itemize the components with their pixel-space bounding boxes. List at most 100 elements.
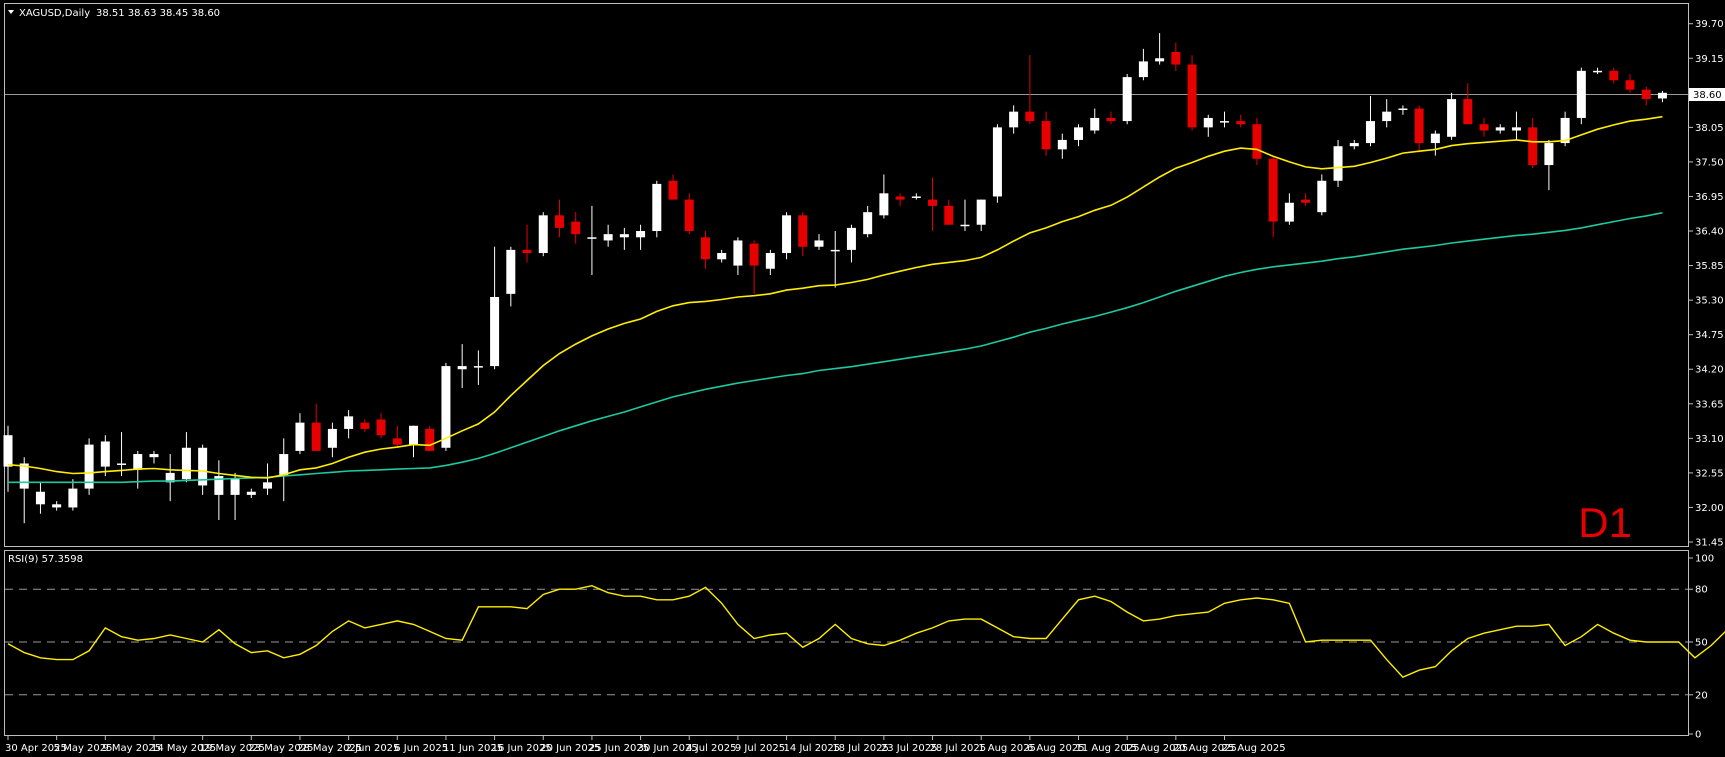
candle-body (636, 231, 646, 238)
candle (733, 237, 743, 275)
rsi-level-lines (5, 588, 1688, 696)
candle (782, 212, 792, 260)
candle-body (1187, 64, 1197, 128)
candle-body (1560, 117, 1570, 144)
candle (1041, 111, 1051, 156)
candle (1349, 139, 1359, 150)
candle (960, 199, 970, 232)
candle (214, 460, 224, 521)
candle (571, 212, 581, 244)
candle (700, 231, 710, 269)
candle-body (1009, 111, 1019, 128)
candle-body (846, 227, 856, 250)
time-tick-label: 28 Jul 2025 (930, 743, 987, 754)
candle-body (960, 224, 970, 227)
ohlc-label: 38.51 38.63 38.45 38.60 (96, 8, 220, 19)
price-tick-label: 31.45 (1695, 538, 1724, 549)
candlestick-series (3, 33, 1667, 524)
candle-body (733, 240, 743, 266)
candle-body (522, 249, 532, 254)
candle (1625, 73, 1635, 93)
candle (717, 249, 727, 263)
candle-body (619, 234, 629, 238)
price-pane[interactable]: XAGUSD,Daily 38.51 38.63 38.45 38.60 D1 (3, 3, 1689, 547)
candle (1382, 99, 1392, 128)
price-tick-label: 37.50 (1695, 157, 1724, 168)
current-price-tag: 38.60 (1689, 88, 1725, 101)
rsi-header-label: RSI(9) 57.3598 (8, 554, 83, 565)
candle-body (279, 454, 289, 477)
candle-body (473, 366, 483, 368)
candle-body (1236, 121, 1246, 125)
candle (149, 450, 159, 464)
time-tick-label: 20 Aug 2025 (1173, 743, 1237, 754)
time-tick-label: 4 Jul 2025 (686, 743, 736, 754)
candle (1122, 73, 1132, 125)
candle-body (1657, 92, 1667, 99)
candle-body (214, 476, 224, 495)
candle-body (700, 237, 710, 260)
candle (1317, 174, 1327, 216)
time-tick-label: 9 Jul 2025 (735, 743, 785, 754)
candle-body (1609, 70, 1619, 81)
candle-body (1220, 121, 1229, 123)
candle (1057, 133, 1067, 159)
candle (619, 227, 629, 250)
candle (1106, 111, 1116, 125)
candle-body (1625, 80, 1635, 90)
candle (165, 454, 175, 502)
candle (425, 425, 435, 451)
candle (1090, 108, 1100, 134)
candle (409, 425, 418, 458)
candle (992, 124, 1002, 203)
candle-body (1155, 58, 1165, 62)
candle-body (230, 479, 240, 495)
candle (1203, 114, 1213, 137)
rsi-pane[interactable]: RSI(9) 57.3598 (4, 550, 1725, 736)
candle (35, 482, 45, 514)
time-tick-label: 6 Aug 2025 (1027, 743, 1085, 754)
price-tick-label: 36.40 (1695, 227, 1724, 238)
candle-body (1463, 99, 1473, 125)
candle (327, 422, 337, 458)
price-tick-label: 35.30 (1695, 296, 1724, 307)
candle-body (684, 199, 694, 232)
candle-body (1317, 180, 1327, 213)
candle-body (165, 472, 175, 483)
time-tick-label: 6 Jun 2025 (394, 743, 448, 754)
candle (928, 177, 938, 232)
time-tick-label: 15 Aug 2025 (1124, 743, 1188, 754)
timeframe-label: D1 (1578, 499, 1632, 546)
candle (1268, 155, 1278, 238)
rsi-tick-label: 0 (1695, 730, 1701, 741)
candle-body (944, 205, 954, 225)
candle-body (1479, 124, 1489, 131)
current-price-tag-text: 38.60 (1693, 90, 1722, 101)
time-tick-label: 11 Jun 2025 (443, 743, 503, 754)
candle-body (538, 215, 548, 254)
candle-body (1106, 117, 1116, 122)
candle-body (863, 212, 873, 235)
candle-body (1349, 143, 1359, 147)
candle (344, 410, 354, 439)
candle-body (1365, 121, 1375, 144)
candle (1171, 42, 1181, 71)
candle (538, 212, 548, 257)
time-tick-label: 25 Aug 2025 (1222, 743, 1286, 754)
time-tick-label: 2 Jun 2025 (346, 743, 400, 754)
candle (1009, 105, 1019, 134)
time-tick-label: 5 May 2025 (54, 743, 113, 754)
dropdown-triangle-icon[interactable] (8, 10, 14, 14)
candle (1398, 105, 1408, 115)
candle (944, 199, 954, 225)
candle-body (149, 454, 159, 458)
candle (100, 435, 110, 477)
candle (684, 193, 694, 235)
candle-body (1333, 146, 1343, 181)
price-tick-label: 33.10 (1695, 434, 1724, 445)
candle (19, 457, 29, 524)
candle-body (441, 366, 451, 448)
chart-header[interactable]: XAGUSD,Daily 38.51 38.63 38.45 38.60 (8, 8, 220, 19)
candle-body (1090, 117, 1100, 131)
